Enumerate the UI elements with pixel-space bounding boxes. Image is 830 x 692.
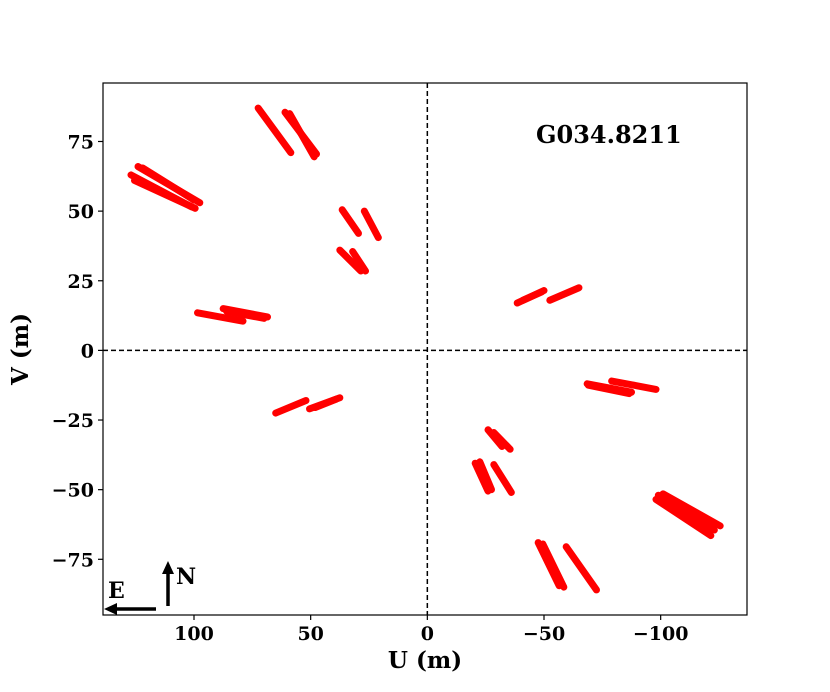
uv-track-16 [311,395,340,411]
uv-track-7 [338,206,362,237]
east-label: E [108,578,125,604]
uv-track-33 [562,543,600,594]
uv-track-21 [584,381,633,398]
x-tick-label: 0 [421,623,434,645]
uv-tracks [127,104,724,594]
y-axis-ticks: 75 50 25 0 −25 −50 −75 [52,131,103,571]
uv-track-9 [336,246,365,275]
y-tick-label: 25 [68,271,94,293]
uv-track-30 [659,490,724,530]
uv-track-29 [654,491,718,534]
east-arrow-icon [104,603,117,615]
north-label: N [176,564,196,590]
uv-track-18 [519,288,546,304]
uv-track-0 [254,104,295,157]
x-axis-label: U (m) [388,647,462,674]
x-axis-ticks: 100 50 0 −50 −100 [174,615,688,645]
uv-track-19 [546,284,583,304]
x-tick-label: −50 [523,623,565,645]
uv-track-14 [272,397,310,417]
y-tick-label: 50 [68,201,94,223]
uv-track-32 [539,540,568,591]
source-name-annotation: G034.8211 [536,120,682,149]
uv-track-28 [652,495,715,540]
y-tick-label: 75 [68,131,94,153]
y-tick-label: −75 [52,549,94,571]
uv-track-31 [534,539,563,590]
uv-track-26 [476,458,495,494]
uv-track-8 [360,207,382,242]
x-tick-label: 50 [297,623,323,645]
y-axis-label: V (m) [7,313,34,386]
uv-track-11 [194,309,247,325]
north-arrow-icon [162,561,174,574]
plot-frame [102,82,748,616]
y-tick-label: 0 [81,340,94,362]
plot-area [102,82,748,616]
uv-track-2 [286,110,318,161]
uv-track-10 [349,248,369,275]
uv-track-13 [223,307,268,322]
uv-track-27 [490,461,515,496]
uv-track-24 [490,429,514,453]
y-tick-label: −50 [52,480,94,502]
uv-track-4 [139,164,198,204]
x-tick-label: 100 [174,623,214,645]
uv-track-6 [131,176,199,212]
uv-track-25 [471,459,492,495]
x-tick-label: −100 [633,623,689,645]
y-tick-label: −25 [52,410,94,432]
uv-track-22 [608,377,660,393]
compass: E N [104,561,196,615]
